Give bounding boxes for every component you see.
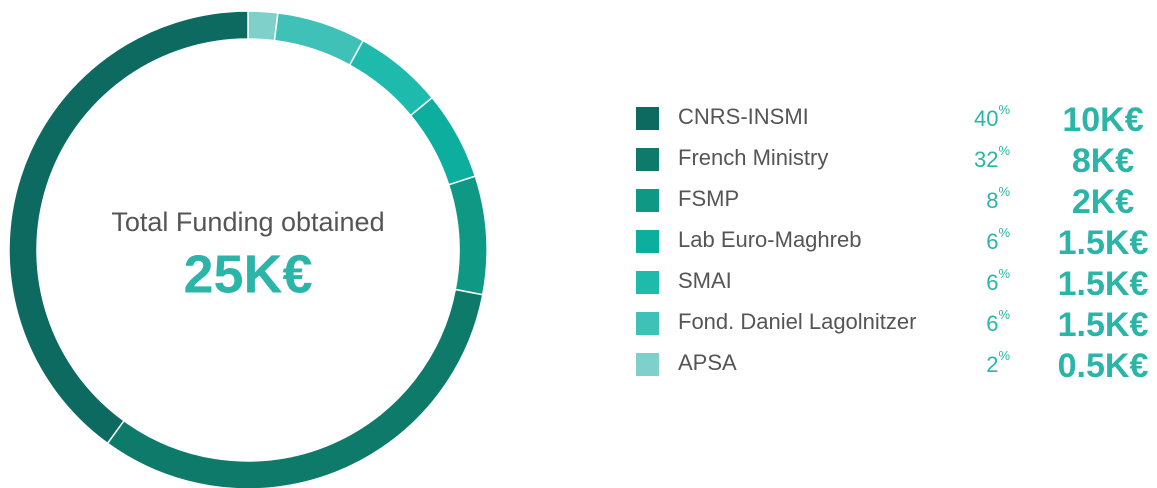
legend-swatch <box>636 148 659 171</box>
legend-label: Lab Euro-Maghreb <box>678 227 861 252</box>
center-title: Total Funding obtained <box>111 207 384 237</box>
donut-segment <box>8 10 249 445</box>
percent-label: 6% <box>986 307 1010 335</box>
donut-segment <box>273 12 365 67</box>
percent-value: 32 <box>974 147 998 172</box>
percent-sign: % <box>998 225 1010 240</box>
percent-value: 2 <box>986 352 998 377</box>
legend-label: APSA <box>678 350 737 375</box>
donut-segment <box>447 175 488 296</box>
amount-label: 1.5K€ <box>1058 224 1149 262</box>
amount-label: 8K€ <box>1072 142 1134 180</box>
legend-swatch <box>636 353 659 376</box>
legend-label: CNRS-INSMI <box>678 104 809 129</box>
percent-value: 6 <box>986 311 998 336</box>
percent-sign: % <box>998 348 1010 363</box>
percent-value: 6 <box>986 270 998 295</box>
percent-label: 8% <box>986 184 1010 212</box>
amount-label: 10K€ <box>1062 101 1143 139</box>
amount-label: 0.5K€ <box>1058 347 1149 385</box>
amount-label: 1.5K€ <box>1058 306 1149 344</box>
percent-label: 2% <box>986 348 1010 376</box>
amount-label: 1.5K€ <box>1058 265 1149 303</box>
percent-label: 40% <box>974 102 1010 130</box>
percent-value: 6 <box>986 229 998 254</box>
percent-sign: % <box>998 184 1010 199</box>
legend-swatch <box>636 271 659 294</box>
legend-label: Fond. Daniel Lagolnitzer <box>678 309 916 334</box>
percent-label: 6% <box>986 225 1010 253</box>
percent-sign: % <box>998 143 1010 158</box>
legend-label: French Ministry <box>678 145 828 170</box>
legend-swatch <box>636 189 659 212</box>
donut-segment <box>247 10 279 42</box>
donut-segment <box>106 288 484 488</box>
legend-label: SMAI <box>678 268 732 293</box>
percent-label: 32% <box>974 143 1010 171</box>
amount-label: 2K€ <box>1072 183 1134 221</box>
percent-label: 6% <box>986 266 1010 294</box>
legend-swatch <box>636 312 659 335</box>
percent-sign: % <box>998 102 1010 117</box>
legend-label: FSMP <box>678 186 739 211</box>
percent-value: 40 <box>974 106 998 131</box>
percent-sign: % <box>998 307 1010 322</box>
legend-swatch <box>636 107 659 130</box>
center-value: 25K€ <box>183 244 312 304</box>
donut-segment <box>409 96 477 186</box>
legend-swatch <box>636 230 659 253</box>
donut-segment <box>348 39 434 117</box>
percent-sign: % <box>998 266 1010 281</box>
percent-value: 8 <box>986 188 998 213</box>
